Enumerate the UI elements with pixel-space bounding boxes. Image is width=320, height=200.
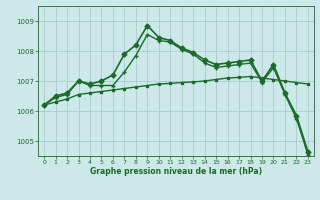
X-axis label: Graphe pression niveau de la mer (hPa): Graphe pression niveau de la mer (hPa) (90, 167, 262, 176)
